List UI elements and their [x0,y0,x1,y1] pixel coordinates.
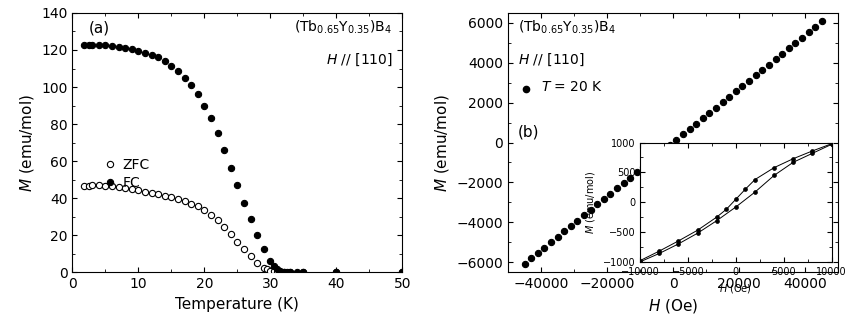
ZFC [206,213,216,217]
FC [107,44,117,48]
FC [140,51,150,55]
FC [278,270,288,273]
FC [160,59,170,63]
ZFC [173,197,183,201]
FC [87,43,97,47]
FC [239,201,249,205]
ZFC [160,194,170,198]
ZFC [232,240,243,244]
FC [206,117,216,121]
FC [180,76,190,80]
FC [127,47,137,51]
FC [252,233,262,237]
Text: (Tb$_{0.65}$Y$_{0.35}$)B$_4$: (Tb$_{0.65}$Y$_{0.35}$)B$_4$ [294,18,392,36]
FC [219,148,229,152]
X-axis label: Temperature (K): Temperature (K) [175,296,300,312]
ZFC [226,232,236,236]
ZFC [199,208,209,212]
Line: FC: FC [81,42,406,275]
Legend: ZFC, FC: ZFC, FC [99,152,156,195]
FC [199,104,209,108]
FC [79,43,89,47]
ZFC [153,192,163,196]
ZFC [87,183,97,187]
Text: (a): (a) [89,21,110,36]
FC [213,131,223,135]
ZFC [79,184,89,188]
FC [266,259,276,263]
ZFC [278,270,288,274]
Y-axis label: $M$ (emu/mol): $M$ (emu/mol) [18,94,36,191]
Text: (b): (b) [518,124,540,139]
FC [292,270,302,274]
X-axis label: $H$ (Oe): $H$ (Oe) [648,296,699,315]
ZFC [219,225,229,229]
FC [186,83,197,87]
FC [272,267,283,271]
ZFC [127,187,137,191]
ZFC [180,199,190,203]
ZFC [100,184,111,188]
ZFC [239,247,249,251]
FC [192,92,203,96]
ZFC [166,195,176,199]
FC [153,55,163,59]
Text: $H$ // [110]: $H$ // [110] [326,52,392,68]
FC [100,43,111,47]
FC [282,270,292,274]
FC [285,270,295,274]
Line: ZFC: ZFC [81,182,406,275]
Text: (Tb$_{0.65}$Y$_{0.35}$)B$_4$: (Tb$_{0.65}$Y$_{0.35}$)B$_4$ [518,18,616,36]
ZFC [192,204,203,208]
FC [120,46,130,50]
ZFC [272,270,283,274]
FC [83,43,94,47]
FC [269,264,279,268]
ZFC [262,267,272,271]
FC [134,49,144,53]
FC [166,64,176,68]
FC [173,69,183,73]
ZFC [397,270,408,274]
ZFC [331,270,341,274]
ZFC [186,202,197,206]
FC [232,183,243,187]
ZFC [259,266,269,270]
Text: $T$ = 20 K: $T$ = 20 K [541,80,603,94]
FC [275,269,285,272]
ZFC [269,270,279,273]
ZFC [252,261,262,265]
FC [331,270,341,274]
ZFC [140,190,150,193]
ZFC [83,184,94,188]
FC [113,45,123,49]
Y-axis label: $M$ (emu/mol): $M$ (emu/mol) [433,94,451,191]
FC [259,247,269,251]
ZFC [285,270,295,274]
ZFC [120,187,130,191]
ZFC [146,191,157,195]
FC [94,43,104,47]
ZFC [245,254,255,258]
ZFC [134,188,144,192]
FC [299,270,309,274]
ZFC [299,270,309,274]
ZFC [213,218,223,222]
ZFC [107,184,117,188]
FC [245,217,255,221]
FC [146,53,157,57]
ZFC [266,269,276,272]
Text: $H$ // [110]: $H$ // [110] [518,52,585,68]
FC [397,270,408,274]
ZFC [94,183,104,187]
FC [226,166,236,169]
ZFC [275,270,285,274]
ZFC [113,185,123,189]
